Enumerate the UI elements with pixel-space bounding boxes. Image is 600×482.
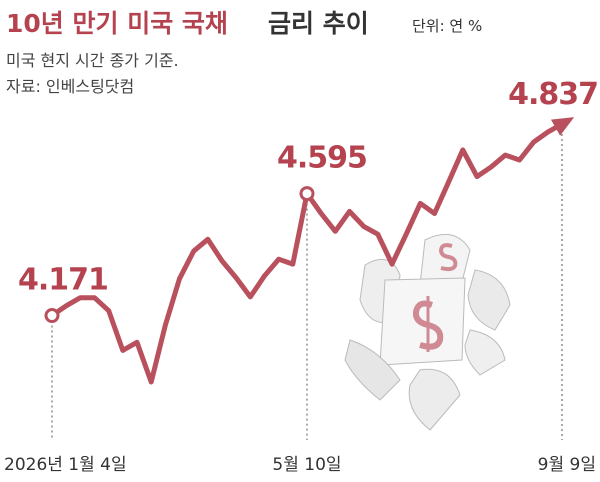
chart-title: 10년 만기 미국 국채 <box>6 9 228 38</box>
x-tick-label: 2026년 1월 4일 <box>4 455 127 475</box>
value-label: 4.595 <box>277 141 367 176</box>
x-tick-label: 9월 9일 <box>538 455 596 475</box>
money-illustration <box>344 233 511 431</box>
point-marker <box>44 308 60 324</box>
unit: 단위: 연 % <box>412 17 482 35</box>
value-label: 4.837 <box>508 77 598 112</box>
value-label: 4.171 <box>18 263 108 298</box>
x-tick-label: 5월 10일 <box>272 455 341 475</box>
subtitle: 미국 현지 시간 종가 기준. <box>6 51 179 70</box>
source: 자료: 인베스팅닷컴 <box>6 77 134 96</box>
chart-title-suffix: 금리 추이 <box>268 9 369 38</box>
arrowhead <box>550 117 575 136</box>
point-marker <box>299 186 315 202</box>
